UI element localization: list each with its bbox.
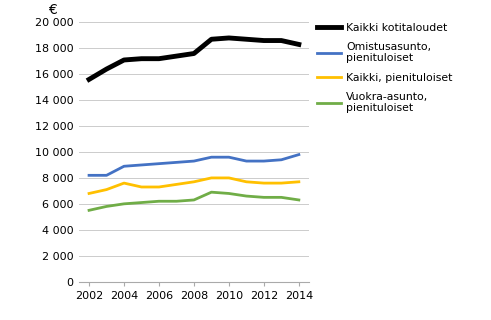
Vuokra-asunto,
pienituloiset [244, 194, 249, 198]
Kaikki kotitaloudet [244, 37, 249, 41]
Kaikki, pienituloiset [104, 188, 109, 191]
Kaikki, pienituloiset [296, 180, 302, 184]
Kaikki, pienituloiset [138, 185, 144, 189]
Kaikki kotitaloudet [86, 77, 92, 81]
Omistusasunto,
pienituloiset [121, 164, 127, 168]
Omistusasunto,
pienituloiset [104, 173, 109, 177]
Kaikki kotitaloudet [156, 57, 162, 60]
Omistusasunto,
pienituloiset [191, 159, 197, 163]
Vuokra-asunto,
pienituloiset [296, 198, 302, 202]
Vuokra-asunto,
pienituloiset [191, 198, 197, 202]
Kaikki kotitaloudet [191, 52, 197, 55]
Vuokra-asunto,
pienituloiset [121, 202, 127, 206]
Omistusasunto,
pienituloiset [173, 160, 179, 164]
Kaikki, pienituloiset [86, 192, 92, 196]
Text: €: € [49, 3, 57, 17]
Kaikki kotitaloudet [121, 58, 127, 62]
Kaikki kotitaloudet [209, 37, 215, 41]
Vuokra-asunto,
pienituloiset [261, 196, 267, 199]
Vuokra-asunto,
pienituloiset [86, 208, 92, 212]
Kaikki kotitaloudet [138, 57, 144, 60]
Kaikki, pienituloiset [261, 181, 267, 185]
Omistusasunto,
pienituloiset [86, 173, 92, 177]
Line: Kaikki kotitaloudet: Kaikki kotitaloudet [89, 38, 299, 79]
Kaikki kotitaloudet [173, 54, 179, 58]
Omistusasunto,
pienituloiset [209, 155, 215, 159]
Vuokra-asunto,
pienituloiset [278, 196, 284, 199]
Kaikki, pienituloiset [278, 181, 284, 185]
Kaikki, pienituloiset [121, 181, 127, 185]
Kaikki, pienituloiset [191, 180, 197, 184]
Omistusasunto,
pienituloiset [296, 153, 302, 156]
Line: Vuokra-asunto,
pienituloiset: Vuokra-asunto, pienituloiset [89, 192, 299, 210]
Vuokra-asunto,
pienituloiset [209, 190, 215, 194]
Legend: Kaikki kotitaloudet, Omistusasunto,
pienituloiset, Kaikki, pienituloiset, Vuokra: Kaikki kotitaloudet, Omistusasunto, pien… [317, 23, 453, 114]
Omistusasunto,
pienituloiset [261, 159, 267, 163]
Vuokra-asunto,
pienituloiset [104, 204, 109, 208]
Omistusasunto,
pienituloiset [278, 158, 284, 162]
Kaikki, pienituloiset [156, 185, 162, 189]
Vuokra-asunto,
pienituloiset [173, 199, 179, 203]
Kaikki kotitaloudet [296, 43, 302, 46]
Line: Omistusasunto,
pienituloiset: Omistusasunto, pienituloiset [89, 155, 299, 175]
Kaikki, pienituloiset [244, 180, 249, 184]
Kaikki kotitaloudet [278, 39, 284, 43]
Vuokra-asunto,
pienituloiset [156, 199, 162, 203]
Omistusasunto,
pienituloiset [138, 163, 144, 167]
Omistusasunto,
pienituloiset [226, 155, 232, 159]
Omistusasunto,
pienituloiset [156, 162, 162, 165]
Vuokra-asunto,
pienituloiset [138, 201, 144, 204]
Kaikki, pienituloiset [209, 176, 215, 180]
Kaikki kotitaloudet [226, 36, 232, 40]
Omistusasunto,
pienituloiset [244, 159, 249, 163]
Kaikki, pienituloiset [173, 182, 179, 186]
Vuokra-asunto,
pienituloiset [226, 192, 232, 196]
Kaikki kotitaloudet [261, 39, 267, 43]
Kaikki, pienituloiset [226, 176, 232, 180]
Line: Kaikki, pienituloiset: Kaikki, pienituloiset [89, 178, 299, 194]
Kaikki kotitaloudet [104, 67, 109, 71]
